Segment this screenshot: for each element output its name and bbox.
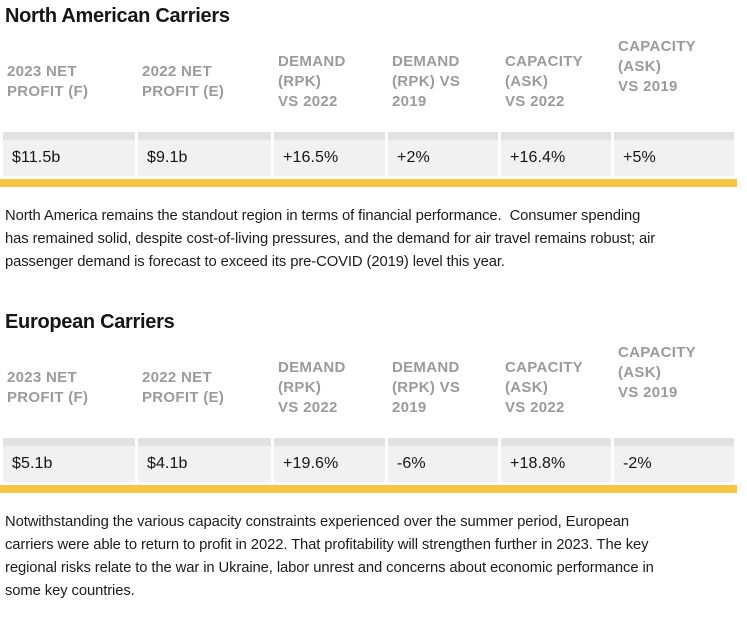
column-header-demand-vs-2022: DEMAND (RPK) VS 2022 bbox=[274, 341, 385, 435]
metric-value-2023-profit: $5.1b bbox=[3, 438, 135, 482]
table-row: $5.1b $4.1b +19.6% -6% +18.8% -2% bbox=[3, 438, 734, 482]
column-header-capacity-vs-2019: CAPACITY (ASK) VS 2019 bbox=[614, 341, 734, 435]
column-header-capacity-vs-2022: CAPACITY (ASK) VS 2022 bbox=[501, 341, 611, 435]
column-header-2023-net-profit: 2023 NET PROFIT (F) bbox=[3, 341, 135, 435]
metric-value-2022-profit: $9.1b bbox=[138, 132, 271, 176]
section-north-america: North American Carriers 2023 NET PROFIT … bbox=[0, 4, 747, 274]
column-header-demand-vs-2019: DEMAND (RPK) VS 2019 bbox=[388, 35, 498, 129]
metric-value-demand-vs-2022: +19.6% bbox=[274, 438, 385, 482]
column-header-demand-vs-2019: DEMAND (RPK) VS 2019 bbox=[388, 341, 498, 435]
metric-value-capacity-vs-2019: +5% bbox=[614, 132, 734, 176]
column-header-demand-vs-2022: DEMAND (RPK) VS 2022 bbox=[274, 35, 385, 129]
table-body: $5.1b $4.1b +19.6% -6% +18.8% -2% bbox=[3, 438, 734, 482]
metric-value-2022-profit: $4.1b bbox=[138, 438, 271, 482]
table-header: 2023 NET PROFIT (F) 2022 NET PROFIT (E) … bbox=[3, 35, 734, 129]
column-header-capacity-vs-2022: CAPACITY (ASK) VS 2022 bbox=[501, 35, 611, 129]
metric-value-2023-profit: $11.5b bbox=[3, 132, 135, 176]
metric-value-capacity-vs-2022: +16.4% bbox=[501, 132, 611, 176]
section-title: North American Carriers bbox=[5, 5, 230, 27]
header-row: 2023 NET PROFIT (F) 2022 NET PROFIT (E) … bbox=[3, 341, 734, 435]
section-paragraph: Notwithstanding the various capacity con… bbox=[5, 514, 654, 599]
metric-value-demand-vs-2019: +2% bbox=[388, 132, 498, 176]
column-header-capacity-vs-2019: CAPACITY (ASK) VS 2019 bbox=[614, 35, 734, 129]
column-header-2022-net-profit: 2022 NET PROFIT (E) bbox=[138, 341, 271, 435]
section-title: European Carriers bbox=[5, 311, 175, 333]
metric-value-capacity-vs-2019: -2% bbox=[614, 438, 734, 482]
metric-value-capacity-vs-2022: +18.8% bbox=[501, 438, 611, 482]
metric-value-demand-vs-2019: -6% bbox=[388, 438, 498, 482]
header-row: 2023 NET PROFIT (F) 2022 NET PROFIT (E) … bbox=[3, 35, 734, 129]
metric-value-demand-vs-2022: +16.5% bbox=[274, 132, 385, 176]
table-row: $11.5b $9.1b +16.5% +2% +16.4% +5% bbox=[3, 132, 734, 176]
carrier-metrics-table: 2023 NET PROFIT (F) 2022 NET PROFIT (E) … bbox=[0, 338, 737, 493]
section-europe: European Carriers 2023 NET PROFIT (F) 20… bbox=[0, 310, 747, 603]
column-header-2023-net-profit: 2023 NET PROFIT (F) bbox=[3, 35, 135, 129]
column-header-2022-net-profit: 2022 NET PROFIT (E) bbox=[138, 35, 271, 129]
section-paragraph: North America remains the standout regio… bbox=[5, 208, 656, 270]
table-header: 2023 NET PROFIT (F) 2022 NET PROFIT (E) … bbox=[3, 341, 734, 435]
table-body: $11.5b $9.1b +16.5% +2% +16.4% +5% bbox=[3, 132, 734, 176]
carrier-metrics-table: 2023 NET PROFIT (F) 2022 NET PROFIT (E) … bbox=[0, 32, 737, 187]
